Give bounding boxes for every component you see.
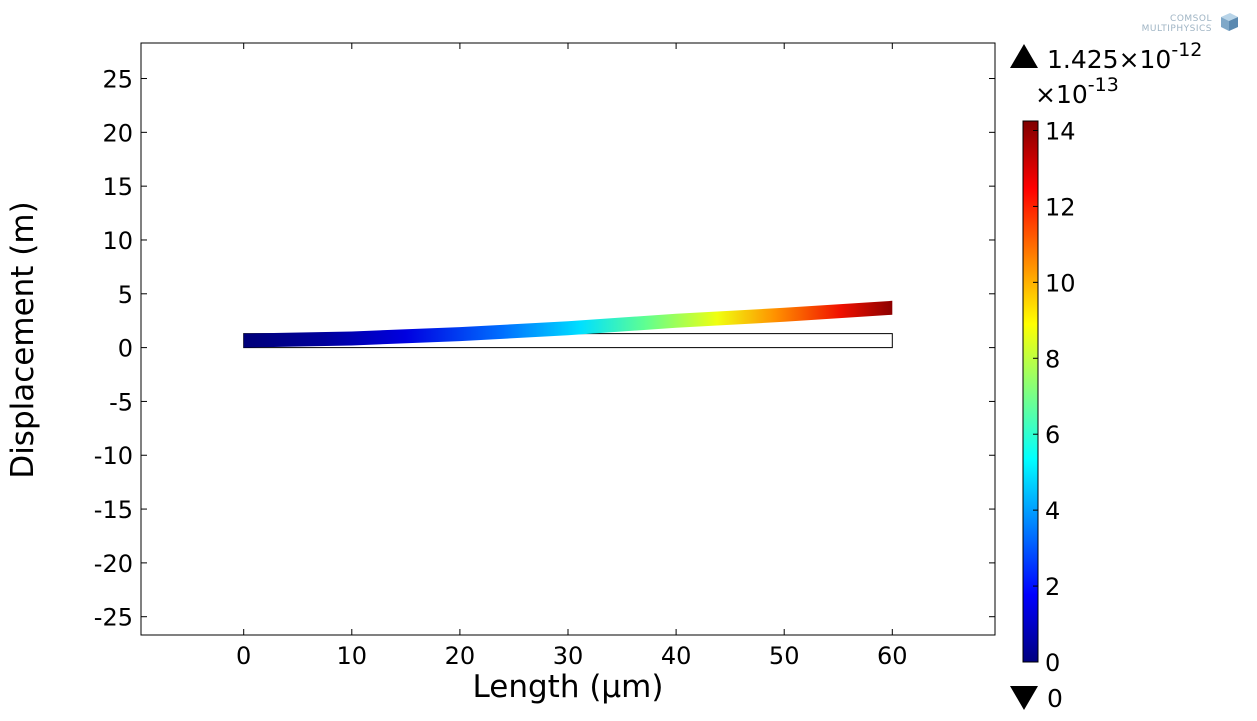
- y-tick-label: -10: [94, 442, 133, 470]
- colorbar-min-value: 0: [1047, 684, 1063, 713]
- y-tick-label: 20: [102, 119, 133, 147]
- comsol-logo: COMSOL MULTIPHYSICS: [1142, 13, 1238, 34]
- min-marker-icon: [1010, 686, 1038, 710]
- colorbar-tick-label: 0: [1045, 649, 1060, 677]
- colorbar-max-value: 1.425×10-12: [1047, 39, 1202, 74]
- colorbar-tick-label: 4: [1045, 497, 1060, 525]
- y-axis: 25 20 15 10 5 0 -5 -10 -15 -20 -25: [94, 66, 995, 632]
- x-tick-label: 30: [553, 642, 584, 670]
- y-tick-label: -5: [109, 388, 133, 416]
- colorbar-tick-label: 14: [1045, 117, 1076, 145]
- x-tick-label: 20: [445, 642, 476, 670]
- colorbar-multiplier-exponent: -13: [1088, 74, 1119, 96]
- y-tick-label: 25: [102, 66, 133, 94]
- cube-icon: [1221, 13, 1238, 31]
- colorbar-tick-label: 12: [1045, 193, 1076, 221]
- colorbar-tick-label: 2: [1045, 573, 1060, 601]
- x-tick-label: 60: [877, 642, 908, 670]
- colorbar-gradient-bar: [1022, 120, 1039, 663]
- beam-layer: [243, 300, 893, 348]
- y-tick-label: 10: [102, 227, 133, 255]
- colorbar-ticks: 0 2 4 6 8 10 12 14: [1033, 117, 1076, 677]
- y-tick-label: -15: [94, 496, 133, 524]
- max-marker-icon: [1010, 44, 1038, 68]
- y-tick-label: -25: [94, 604, 133, 632]
- x-tick-label: 10: [337, 642, 368, 670]
- y-tick-label: 5: [118, 281, 133, 309]
- x-tick-label: 40: [661, 642, 692, 670]
- colorbar: 1.425×10-12 ×10-13 0 2 4 6 8 10 12 14 0: [1010, 39, 1202, 713]
- colorbar-tick-label: 10: [1045, 269, 1076, 297]
- x-axis-label: Length (µm): [473, 669, 664, 705]
- logo-line-1: COMSOL: [1170, 14, 1212, 24]
- x-tick-label: 0: [236, 642, 251, 670]
- y-tick-label: -20: [94, 550, 133, 578]
- x-axis: 0 10 20 30 40 50 60: [236, 43, 908, 670]
- colorbar-tick-label: 8: [1045, 345, 1060, 373]
- x-tick-label: 50: [769, 642, 800, 670]
- y-tick-label: 0: [118, 335, 133, 363]
- logo-line-2: MULTIPHYSICS: [1142, 24, 1212, 34]
- colorbar-max-exponent: -12: [1171, 39, 1202, 61]
- colorbar-multiplier: ×10-13: [1035, 74, 1119, 109]
- colorbar-tick-label: 6: [1045, 421, 1060, 449]
- y-axis-label: Displacement (m): [5, 201, 41, 478]
- y-tick-label: 15: [102, 173, 133, 201]
- deformed-beam: [243, 300, 893, 348]
